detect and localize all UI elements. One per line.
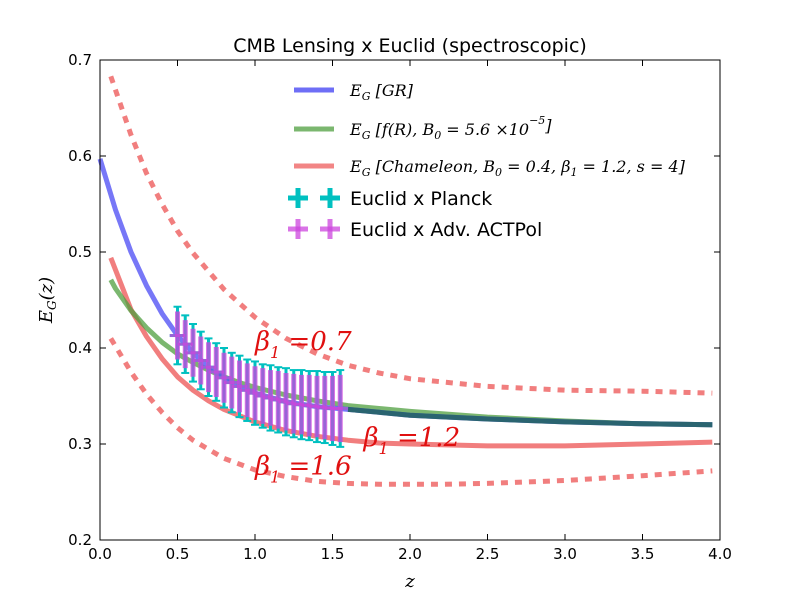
annotation-beta: β1 =0.7 [254, 327, 352, 362]
legend: EG [GR] EG [f(R), B0 = 5.6 ×10−5] EG [Cham… [288, 81, 686, 241]
x-tick-label: 2.5 [476, 545, 500, 563]
y-tick-label: 0.4 [68, 339, 92, 357]
y-axis: 0.2 0.3 0.4 0.5 0.6 0.7 [68, 51, 720, 549]
x-axis: 0.0 0.5 1.0 1.5 2.0 2.5 3.0 3.5 4.0 [88, 60, 732, 563]
y-tick-label: 0.6 [68, 147, 92, 165]
x-tick-label: 4.0 [708, 545, 732, 563]
y-tick-label: 0.5 [68, 243, 92, 261]
y-tick-label: 0.7 [68, 51, 92, 69]
x-tick-label: 0.0 [88, 545, 112, 563]
annotation-beta: β1 =1.6 [254, 452, 352, 487]
legend-label: EG [GR] [349, 81, 414, 103]
y-tick-label: 0.2 [68, 531, 92, 549]
legend-label: Euclid x Planck [350, 188, 492, 210]
legend-label: EG [f(R), B0 = 5.6 ×10−5] [349, 114, 552, 142]
x-tick-label: 3.0 [553, 545, 577, 563]
y-axis-label: EG(z) [36, 277, 59, 324]
series-line-beta-0-7 [108, 75, 713, 396]
y-tick-label: 0.3 [68, 435, 92, 453]
x-tick-label: 1.0 [243, 545, 267, 563]
series-line-overlap [347, 406, 713, 428]
legend-label: Euclid x Adv. ACTPol [350, 219, 542, 241]
annotation-beta: β1 =1.2 [363, 423, 461, 458]
series-line-beta-1-6 [108, 337, 713, 487]
x-axis-label: z [404, 571, 415, 592]
x-tick-label: 3.5 [631, 545, 655, 563]
x-tick-label: 1.5 [321, 545, 345, 563]
chart-title: CMB Lensing x Euclid (spectroscopic) [233, 35, 587, 57]
annotations: β1 =0.7 β1 =1.2 β1 =1.6 [254, 327, 460, 487]
x-tick-label: 2.0 [398, 545, 422, 563]
error-bars [169, 305, 348, 448]
x-tick-label: 0.5 [166, 545, 190, 563]
legend-label: EG [Chameleon, B0 = 0.4, β1 = 1.2, s = 4… [349, 157, 686, 179]
